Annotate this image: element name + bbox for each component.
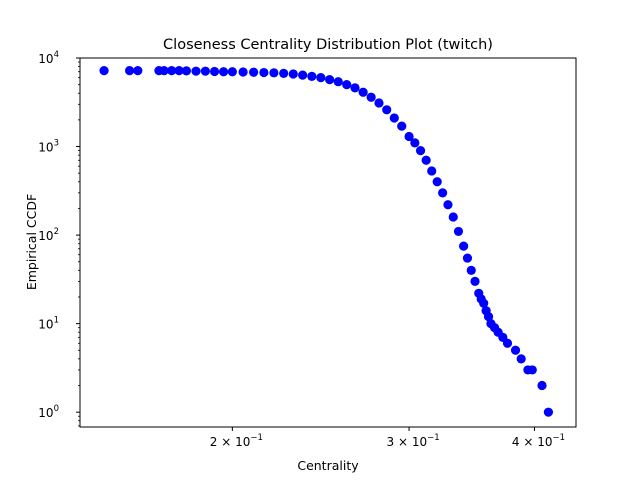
data-point — [174, 66, 184, 76]
y-tick-label: 103 — [38, 139, 59, 155]
data-point — [421, 155, 431, 165]
data-point — [269, 68, 279, 78]
data-point — [516, 354, 526, 364]
data-point — [288, 69, 298, 79]
y-axis-ticks: 100 101 102 103 104 — [38, 50, 80, 427]
x-tick-label: 3 × 10−1 — [387, 433, 440, 449]
data-point — [374, 98, 384, 108]
data-point — [527, 365, 537, 375]
data-point — [453, 226, 464, 237]
data-point — [279, 68, 289, 78]
data-point — [397, 121, 407, 131]
data-points — [99, 66, 553, 417]
data-point — [133, 66, 143, 76]
y-tick-label: 102 — [38, 227, 59, 243]
data-point — [382, 105, 392, 115]
data-point — [249, 67, 259, 77]
data-point — [543, 407, 553, 417]
x-axis-label: Centrality — [297, 458, 359, 473]
data-point — [479, 298, 489, 308]
data-point — [459, 241, 469, 251]
data-point — [502, 338, 513, 348]
plot-area — [79, 57, 577, 428]
x-axis-ticks: 2 × 10−1 3 × 10−1 4 × 10−1 — [210, 427, 565, 449]
data-point — [209, 66, 220, 77]
data-point — [358, 87, 368, 97]
data-point — [191, 66, 201, 76]
data-point — [483, 312, 494, 322]
data-point — [443, 200, 453, 210]
data-point — [181, 66, 192, 76]
x-tick-label: 4 × 10−1 — [512, 433, 565, 449]
data-point — [325, 75, 335, 85]
data-point — [462, 253, 473, 263]
data-point — [350, 83, 360, 93]
data-point — [125, 66, 135, 76]
data-point — [448, 212, 458, 222]
data-point — [316, 73, 326, 83]
data-point — [298, 70, 308, 80]
y-axis-label: Empirical CCDF — [24, 194, 39, 290]
data-point — [470, 276, 480, 286]
x-tick-label: 2 × 10−1 — [210, 433, 263, 449]
data-point — [159, 66, 169, 76]
data-point — [366, 92, 376, 102]
data-point — [438, 188, 448, 198]
data-point — [432, 177, 442, 187]
data-point — [410, 138, 420, 148]
data-point — [227, 67, 237, 77]
data-point — [510, 345, 521, 355]
data-point — [167, 66, 177, 76]
data-point — [389, 113, 399, 123]
data-point — [238, 67, 248, 77]
data-point — [342, 80, 352, 90]
data-point — [218, 67, 229, 77]
data-point — [537, 380, 547, 391]
data-point — [99, 66, 109, 76]
data-point — [259, 67, 269, 78]
data-point — [200, 66, 210, 76]
chart-title: Closeness Centrality Distribution Plot (… — [163, 37, 493, 53]
y-tick-label: 101 — [38, 316, 59, 332]
data-point — [427, 166, 437, 176]
data-point — [333, 77, 343, 87]
data-point — [466, 265, 476, 275]
y-tick-label: 100 — [38, 404, 59, 420]
y-tick-label: 104 — [38, 50, 59, 66]
data-point — [415, 145, 426, 156]
data-point — [307, 71, 317, 81]
data-point — [404, 131, 414, 142]
